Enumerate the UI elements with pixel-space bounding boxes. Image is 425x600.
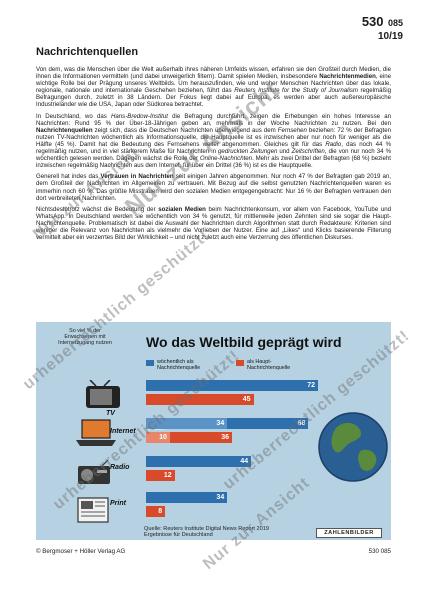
- bar-internet-main: 36: [146, 432, 232, 443]
- p4-run: Nichtsdestotrotz wächst die Bedeutung de…: [36, 205, 159, 213]
- p2-run: und: [277, 148, 292, 156]
- bar-tv-weekly: 72: [146, 380, 318, 391]
- legend-swatch-main: [236, 360, 244, 366]
- chart-source: Quelle: Reuters Institute Digital News R…: [144, 526, 269, 539]
- tv-icon: [86, 380, 120, 408]
- paragraph-4: Nichtsdestotrotz wächst die Bedeutung de…: [36, 206, 391, 241]
- p4-run: beim Nachrichtenkonsum, vor allem von Fa…: [36, 205, 392, 242]
- page-title: Nachrichtenquellen: [36, 46, 139, 58]
- bar-radio-weekly: 44: [146, 456, 252, 467]
- bar-print-main: 8: [146, 506, 166, 517]
- p2-run: , das noch 44 % regelmäßig nutzen, und i…: [36, 140, 391, 156]
- p2-run: die Befragung durchführt, zeigen die Erh…: [36, 112, 391, 127]
- bar-radio-main: 12: [146, 470, 175, 481]
- bar-tv-main: 45: [146, 394, 254, 405]
- radio-icon: [78, 460, 110, 484]
- footer: © Bergmoser + Höller Verlag AG 530 085: [36, 548, 391, 555]
- legend-label-main: als Haupt-Nachrichtenquelle: [247, 359, 291, 371]
- p2-italic: gedruckten Zeitungen: [218, 148, 278, 156]
- chart-intro: So viel % der Erwachsenen mit Internetzu…: [58, 328, 112, 346]
- label-print: Print: [110, 500, 126, 507]
- bar-social-main: 10: [146, 432, 170, 443]
- paragraph-1: Von dem, was die Menschen über die Welt …: [36, 66, 391, 109]
- legend-label-weekly: wöchentlich als Nachrichtenquelle: [157, 359, 201, 371]
- paragraph-3: Generell hat indes das Vertrauen in Nach…: [36, 173, 391, 201]
- p2-run: In Deutschland, wo das: [36, 112, 111, 120]
- bar-print-weekly: 34: [146, 492, 228, 503]
- p3-run: seit einigen Jahren abgenommen. Nur noch…: [36, 173, 391, 202]
- p2-run: . Mehr als zwei Drittel der Befragten (6…: [36, 155, 391, 170]
- p1-run: regelmäßig Befragungen durch, zuletzt in…: [36, 87, 391, 109]
- bar-social-weekly: 34: [146, 418, 228, 429]
- p3-bold: Vertrauen in Nachrichten: [100, 173, 174, 181]
- legend-weekly: wöchentlich als Nachrichtenquelle: [146, 359, 224, 371]
- label-radio: Radio: [110, 464, 130, 471]
- legend-swatch-weekly: [146, 360, 154, 366]
- p2-run: , die von nur noch 34 % wöchentlich gele…: [36, 148, 391, 163]
- legend-main: als Haupt-Nachrichtenquelle: [236, 359, 310, 371]
- p2-run: beziehen: 72 % der Befragten nutzen TV-N…: [36, 126, 391, 148]
- p1-run: , eine wichtige Rolle bei der Prägung un…: [36, 73, 391, 95]
- page-number: 530 085 10/19: [362, 14, 403, 42]
- publisher-mark: ZAHLENBILDER: [316, 528, 382, 538]
- p2-run: zeigt sich, dass die Deutschen Nachricht…: [92, 126, 278, 134]
- p1-run: Von dem, was die Menschen über die Welt …: [36, 66, 391, 81]
- p1-italic: Reuters Institute for the Study of Journ…: [234, 87, 358, 95]
- globe-icon: [318, 412, 388, 482]
- p2-italic: Hans-Bredow-Institut: [111, 112, 168, 120]
- p2-italic: Radio: [325, 140, 342, 148]
- p2-bold: Nachrichtenquellen: [36, 126, 93, 134]
- laptop-icon: [76, 419, 116, 446]
- chart-title: Wo das Weltbild geprägt wird: [146, 334, 342, 350]
- p2-italic: Fernsehen: [277, 126, 307, 134]
- paragraph-2: In Deutschland, wo das Hans-Bredow-Insti…: [36, 113, 391, 170]
- page-code: 530: [361, 14, 384, 29]
- p1-bold: Nachrichtenmedien: [319, 73, 376, 81]
- infographic: So viel % der Erwachsenen mit Internetzu…: [36, 322, 391, 540]
- footer-publisher: © Bergmoser + Höller Verlag AG: [36, 548, 126, 555]
- p2-italic: Zeitschriften: [291, 148, 325, 156]
- label-tv: TV: [106, 410, 115, 417]
- body-text: Von dem, was die Menschen über die Welt …: [36, 66, 391, 245]
- label-internet: Internet: [110, 428, 136, 435]
- footer-code: 530 085: [368, 548, 391, 555]
- page-code-suffix: 085: [387, 18, 403, 28]
- newspaper-icon: [77, 497, 109, 523]
- p3-run: Generell hat indes das: [36, 173, 101, 181]
- bar-internet-weekly: 68: [146, 418, 309, 429]
- p4-bold: sozialen Medien: [158, 205, 206, 213]
- p2-italic: Online-Nachrichten: [199, 155, 253, 163]
- page-date: 10/19: [377, 31, 403, 42]
